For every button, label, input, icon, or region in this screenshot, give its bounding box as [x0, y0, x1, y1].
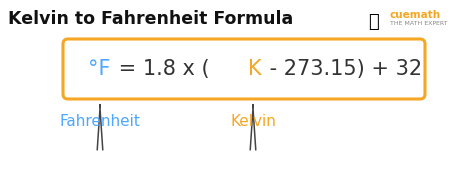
Text: cuemath: cuemath — [390, 10, 441, 20]
Text: 🚀: 🚀 — [369, 13, 379, 31]
Text: THE MATH EXPERT: THE MATH EXPERT — [390, 21, 447, 26]
FancyBboxPatch shape — [63, 39, 425, 99]
Text: Fahrenheit: Fahrenheit — [60, 114, 140, 129]
Text: = 1.8 x (: = 1.8 x ( — [112, 59, 210, 79]
Text: Kelvin to Fahrenheit Formula: Kelvin to Fahrenheit Formula — [8, 10, 293, 28]
Text: K: K — [248, 59, 262, 79]
Text: °F: °F — [88, 59, 110, 79]
Text: - 273.15) + 32: - 273.15) + 32 — [263, 59, 422, 79]
Text: Kelvin: Kelvin — [230, 114, 276, 129]
